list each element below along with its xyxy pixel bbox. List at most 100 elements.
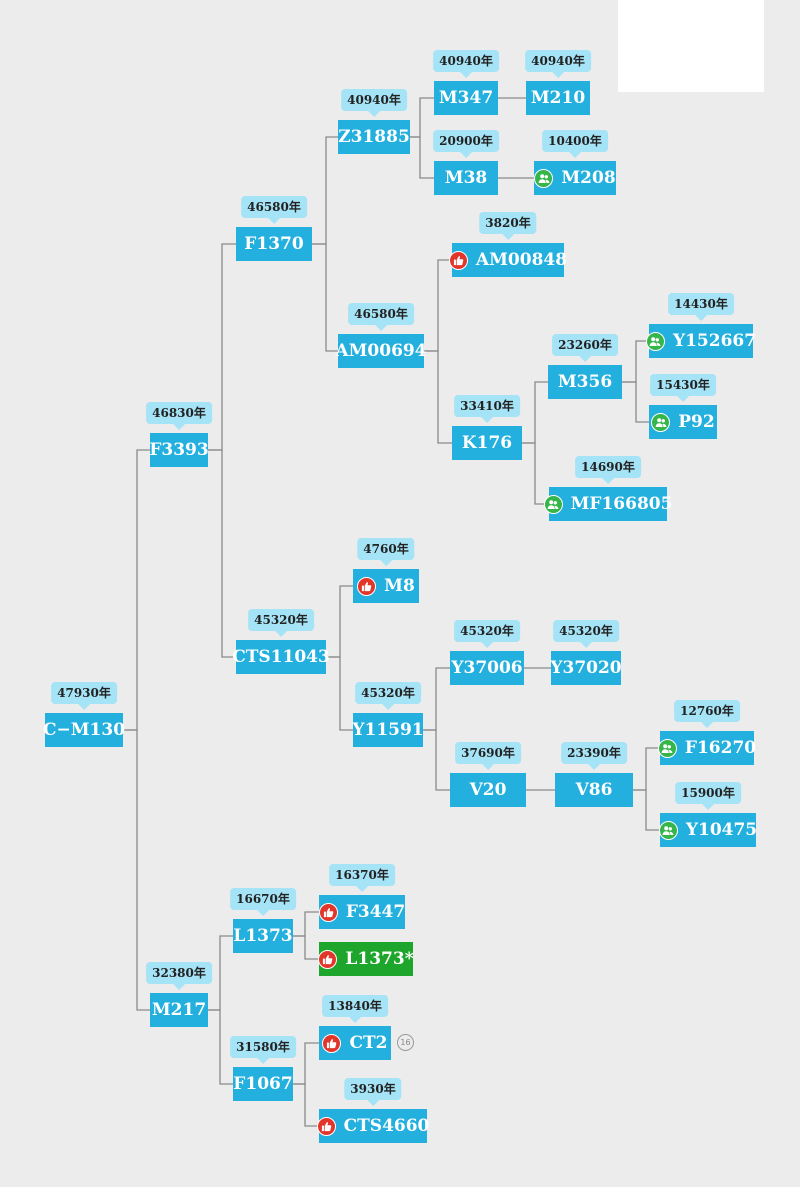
node-label: K176 — [461, 433, 513, 453]
age-bubble: 3930年 — [344, 1078, 402, 1106]
node-label: Y11591 — [352, 720, 424, 740]
connector-line — [622, 340, 649, 383]
group-icon — [657, 738, 677, 758]
age-bubble: 16370年 — [329, 864, 395, 892]
node-m356[interactable]: M356 — [548, 365, 622, 399]
connector-line — [123, 449, 150, 731]
node-label: CTS4660 — [343, 1116, 430, 1136]
node-m217[interactable]: M217 — [150, 993, 208, 1027]
node-label: AM00848 — [475, 250, 568, 270]
node-z31885[interactable]: Z31885 — [338, 120, 410, 154]
node-mf166805[interactable]: MF166805 — [543, 487, 672, 521]
age-bubble: 40940年 — [433, 50, 499, 78]
node-f3393[interactable]: F3393 — [149, 433, 209, 467]
connector-line — [326, 585, 353, 658]
node-label: F3393 — [149, 440, 209, 460]
age-bubble: 46830年 — [146, 402, 212, 430]
connector-line — [293, 1083, 319, 1127]
thumbs-up-icon — [318, 902, 338, 922]
connector-line — [522, 442, 549, 505]
age-bubble: 13840年 — [322, 995, 388, 1023]
node-f1370[interactable]: F1370 — [236, 227, 312, 261]
node-cm130[interactable]: C−M130 — [42, 713, 126, 747]
age-bubble: 33410年 — [454, 395, 520, 423]
connector-line — [633, 747, 660, 791]
node-label: V86 — [575, 780, 613, 800]
connector-line — [293, 935, 319, 960]
connector-line — [326, 656, 353, 731]
age-bubble: 16670年 — [230, 888, 296, 916]
node-label: M38 — [444, 168, 488, 188]
node-l1373[interactable]: L1373 — [233, 919, 293, 953]
age-bubble: 40940年 — [525, 50, 591, 78]
node-cts4660[interactable]: CTS4660 — [316, 1109, 430, 1143]
age-bubble: 3820年 — [479, 212, 537, 240]
age-bubble: 10400年 — [542, 130, 608, 158]
connector-line — [208, 243, 236, 451]
node-k176[interactable]: K176 — [452, 426, 522, 460]
node-m210[interactable]: M210 — [526, 81, 590, 115]
age-bubble: 31580年 — [230, 1036, 296, 1064]
node-label: F16270 — [684, 738, 757, 758]
node-label: CT2 — [349, 1033, 388, 1053]
node-am00848[interactable]: AM00848 — [448, 243, 568, 277]
group-icon — [543, 494, 563, 514]
node-v86[interactable]: V86 — [555, 773, 633, 807]
count-badge[interactable]: 16 — [397, 1034, 414, 1051]
age-bubble: 45320年 — [553, 620, 619, 648]
node-v20[interactable]: V20 — [450, 773, 526, 807]
node-cts11043[interactable]: CTS11043 — [232, 640, 330, 674]
node-y11591[interactable]: Y11591 — [352, 713, 424, 747]
group-icon — [645, 331, 665, 351]
age-bubble: 47930年 — [51, 682, 117, 710]
node-label: M208 — [561, 168, 616, 188]
node-m8[interactable]: M8 — [353, 569, 419, 603]
node-p92[interactable]: P92 — [649, 405, 717, 439]
node-y37006[interactable]: Y37006 — [450, 651, 524, 685]
node-label: C−M130 — [42, 720, 126, 740]
connector-line — [208, 449, 236, 658]
node-m347[interactable]: M347 — [434, 81, 498, 115]
node-label: M8 — [384, 576, 415, 596]
node-f16270[interactable]: F16270 — [657, 731, 757, 765]
connector-line — [312, 136, 338, 245]
node-m208[interactable]: M208 — [534, 161, 616, 195]
node-label: Z31885 — [338, 127, 410, 147]
node-y152667[interactable]: Y152667 — [645, 324, 757, 358]
node-m38[interactable]: M38 — [434, 161, 498, 195]
node-f1067[interactable]: F1067 — [233, 1067, 293, 1101]
node-label: Y152667 — [672, 331, 757, 351]
connector-line — [312, 243, 338, 352]
age-bubble: 15900年 — [675, 782, 741, 810]
connector-line — [208, 1009, 233, 1085]
node-label: V20 — [469, 780, 507, 800]
thumbs-up-icon — [322, 1033, 342, 1053]
age-bubble: 23390年 — [561, 742, 627, 770]
node-y37020[interactable]: Y37020 — [550, 651, 622, 685]
node-label: Y10475 — [685, 820, 758, 840]
node-y10475[interactable]: Y10475 — [658, 813, 758, 847]
thumbs-up-icon — [316, 1116, 336, 1136]
age-bubble: 45320年 — [454, 620, 520, 648]
node-label: L1373 — [233, 926, 293, 946]
node-label: F3447 — [345, 902, 406, 922]
node-ct2[interactable]: CT2 — [319, 1026, 391, 1060]
age-bubble: 37690年 — [455, 742, 521, 770]
node-label: M210 — [530, 88, 586, 108]
thumbs-up-icon — [318, 949, 338, 969]
group-icon — [651, 412, 671, 432]
thumbs-up-icon — [357, 576, 377, 596]
connector-line — [410, 97, 434, 138]
connector-line — [293, 911, 319, 937]
node-label: Y37006 — [451, 658, 523, 678]
age-bubble: 32380年 — [146, 962, 212, 990]
age-bubble: 12760年 — [674, 700, 740, 728]
node-label: P92 — [678, 412, 715, 432]
node-am00694[interactable]: AM00694 — [335, 334, 427, 368]
age-bubble: 20900年 — [433, 130, 499, 158]
node-l1373s[interactable]: L1373* — [318, 942, 414, 976]
age-bubble: 14690年 — [575, 456, 641, 484]
node-label: F1067 — [233, 1074, 293, 1094]
connector-line — [423, 667, 450, 731]
node-f3447[interactable]: F3447 — [318, 895, 406, 929]
